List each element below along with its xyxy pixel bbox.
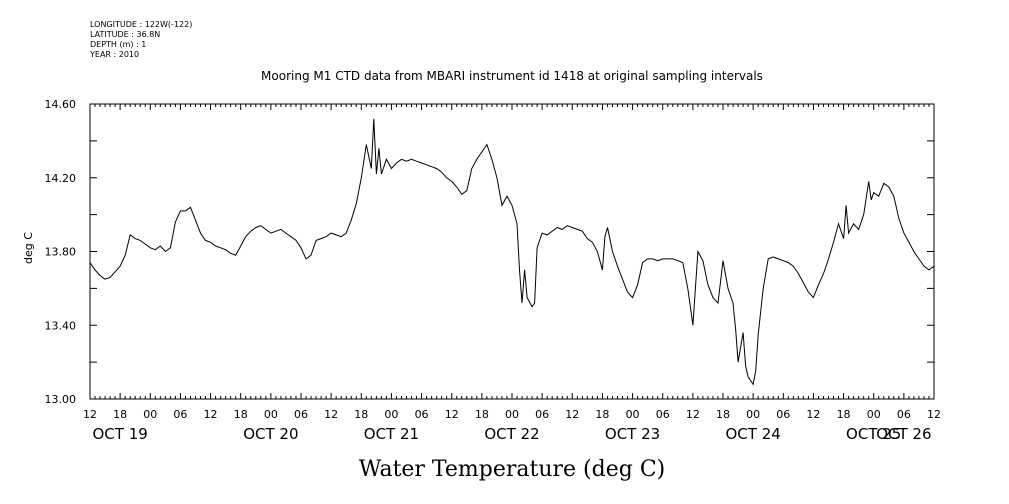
x-tick-label: 12: [83, 408, 97, 421]
x-tick-label: 12: [565, 408, 579, 421]
x-tick-label: 00: [505, 408, 519, 421]
x-tick-label: 00: [867, 408, 881, 421]
x-tick-label: 12: [445, 408, 459, 421]
x-tick-label: 00: [264, 408, 278, 421]
x-tick-label: 00: [626, 408, 640, 421]
x-tick-label: 12: [686, 408, 700, 421]
latitude-text: LATITUDE : 36.8N: [90, 30, 161, 39]
x-tick-label: 12: [204, 408, 218, 421]
date-label: OCT 25: [846, 425, 901, 443]
chart-title: Mooring M1 CTD data from MBARI instrumen…: [261, 69, 763, 83]
date-label: OCT 22: [484, 425, 539, 443]
x-tick-label: 06: [173, 408, 187, 421]
depth-text: DEPTH (m) : 1: [90, 40, 147, 49]
longitude-text: LONGITUDE : 122W(-122): [90, 20, 193, 29]
x-tick-label: 00: [746, 408, 760, 421]
x-tick-label: 18: [113, 408, 127, 421]
date-label: OCT 19: [92, 425, 147, 443]
x-axis: 12 18 00 06 12 18 00 06 12 18 00 06 12 18 00 06 12 18 00 06…: [83, 408, 941, 443]
y-tick-label: 13.80: [45, 246, 77, 259]
x-tick-label: 06: [535, 408, 549, 421]
year-text: YEAR : 2010: [90, 50, 140, 59]
x-tick-label: 00: [384, 408, 398, 421]
x-tick-label: 18: [595, 408, 609, 421]
x-tick-label: 00: [143, 408, 157, 421]
series-layer: [89, 118, 935, 386]
x-tick-label: 06: [897, 408, 911, 421]
x-tick-label: 06: [415, 408, 429, 421]
date-label: OCT 26: [876, 425, 931, 443]
x-axis-title: Water Temperature (deg C): [359, 457, 666, 482]
temperature-series-line: [89, 118, 935, 386]
x-tick-label: 06: [294, 408, 308, 421]
x-tick-label: 06: [656, 408, 670, 421]
x-tick-label: 12: [806, 408, 820, 421]
plot-border: [89, 103, 935, 400]
y-tick-label: 13.40: [45, 319, 77, 332]
y-tick-label: 14.20: [45, 172, 77, 185]
x-tick-label: 18: [716, 408, 730, 421]
date-label: OCT 24: [725, 425, 780, 443]
y-axis: 13.00 13.40 13.80 14.20 14.60: [45, 98, 934, 406]
x-tick-label: 12: [927, 408, 941, 421]
x-tick-label: 18: [837, 408, 851, 421]
y-tick-label: 14.60: [45, 98, 77, 111]
y-axis-label: deg C: [22, 232, 35, 264]
date-label: OCT 23: [605, 425, 660, 443]
location-metadata: LONGITUDE : 122W(-122) LATITUDE : 36.8N …: [90, 20, 192, 60]
y-tick-label: 13.00: [45, 393, 77, 406]
x-tick-label: 18: [354, 408, 368, 421]
x-tick-label: 12: [324, 408, 338, 421]
x-tick-label: 18: [234, 408, 248, 421]
plot-frame: [89, 103, 935, 400]
date-label: OCT 20: [243, 425, 298, 443]
x-tick-label: 06: [776, 408, 790, 421]
x-tick-label: 18: [475, 408, 489, 421]
date-label: OCT 21: [364, 425, 419, 443]
